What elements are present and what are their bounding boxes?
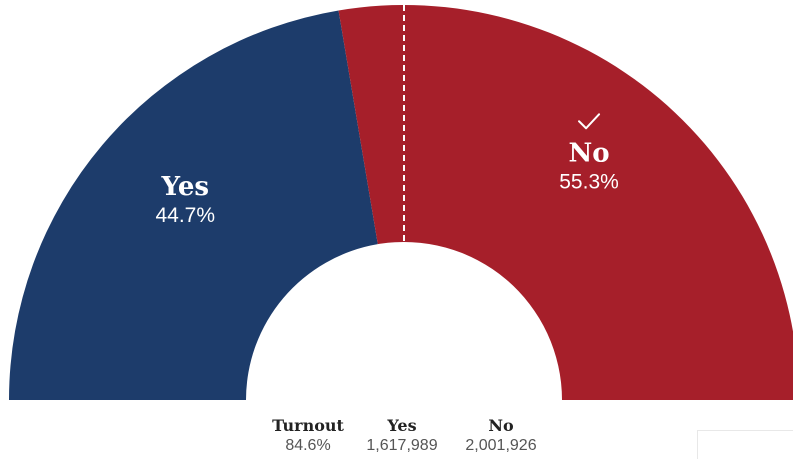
stat-turnout-value: 84.6% bbox=[285, 437, 331, 454]
stat-turnout: Turnout 84.6% bbox=[271, 416, 345, 456]
checkmark-icon bbox=[578, 113, 601, 130]
slice-yes bbox=[9, 10, 378, 400]
stat-yes-label: Yes bbox=[387, 416, 417, 435]
stat-no: No 2,001,926 bbox=[458, 416, 544, 456]
stat-no-label: No bbox=[488, 416, 514, 435]
slice-value-no: 55.3% bbox=[559, 170, 619, 193]
chart-slices bbox=[9, 5, 793, 400]
stat-yes: Yes 1,617,989 bbox=[364, 416, 440, 456]
corner-panel bbox=[697, 430, 793, 459]
stat-yes-value: 1,617,989 bbox=[366, 437, 438, 454]
stats-bar: Turnout 84.6% Yes 1,617,989 No 2,001,926 bbox=[0, 416, 793, 458]
stat-turnout-label: Turnout bbox=[272, 416, 344, 435]
slice-value-yes: 44.7% bbox=[155, 204, 215, 227]
slice-label-no: No bbox=[568, 138, 609, 168]
stat-no-value: 2,001,926 bbox=[465, 437, 537, 454]
slice-no bbox=[338, 5, 793, 400]
slice-label-yes: Yes bbox=[161, 172, 209, 202]
